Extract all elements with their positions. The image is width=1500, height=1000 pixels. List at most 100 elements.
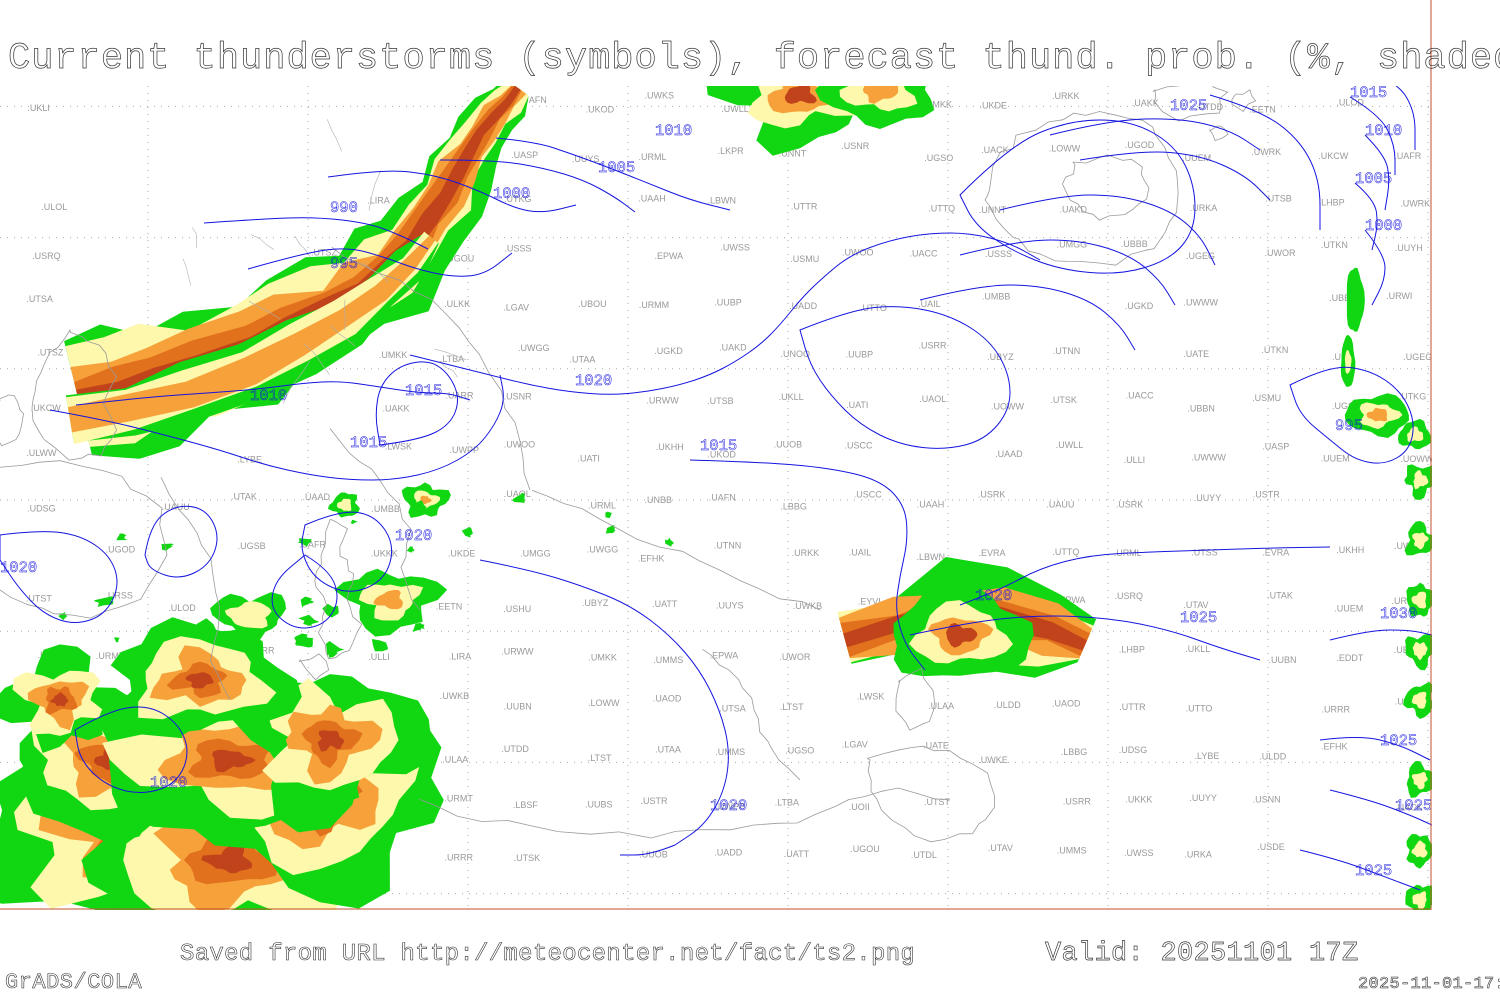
svg-text:.URMT: .URMT xyxy=(444,794,473,804)
svg-text:.UATT: .UATT xyxy=(784,849,810,859)
svg-text:.UWWW: .UWWW xyxy=(1191,453,1226,463)
svg-text:1015: 1015 xyxy=(405,382,442,400)
svg-text:.UKOD: .UKOD xyxy=(586,104,615,114)
svg-text:.USRQ: .USRQ xyxy=(1115,591,1144,601)
svg-text:.UTST: .UTST xyxy=(924,797,951,807)
svg-text:.LBSF: .LBSF xyxy=(513,800,539,810)
svg-text:.UTSS: .UTSS xyxy=(1191,548,1218,558)
svg-text:.UAKD: .UAKD xyxy=(1060,205,1088,215)
svg-text:.ULOD: .ULOD xyxy=(168,603,196,613)
svg-text:.UTNN: .UTNN xyxy=(714,540,742,550)
svg-text:.URKA: .URKA xyxy=(1190,203,1218,213)
svg-text:.USNR: .USNR xyxy=(841,141,870,151)
svg-text:.UGKD: .UGKD xyxy=(654,346,683,356)
svg-text:.UWOO: .UWOO xyxy=(504,440,536,450)
svg-text:.UAIL: .UAIL xyxy=(918,299,941,309)
svg-text:.USHU: .USHU xyxy=(503,604,531,614)
svg-text:1005: 1005 xyxy=(598,159,635,177)
svg-text:995: 995 xyxy=(330,255,358,273)
svg-text:.UAFR: .UAFR xyxy=(1394,151,1422,161)
svg-text:.LTST: .LTST xyxy=(780,702,804,712)
svg-text:.UTTR: .UTTR xyxy=(1119,702,1146,712)
svg-text:.EVRA: .EVRA xyxy=(1262,547,1289,557)
svg-text:.UTTO: .UTTO xyxy=(860,303,887,313)
svg-text:.EETN: .EETN xyxy=(436,602,463,612)
svg-text:.UKDE: .UKDE xyxy=(448,548,476,558)
svg-text:.UOII: .UOII xyxy=(849,802,870,812)
svg-text:.URWW: .URWW xyxy=(646,396,679,406)
svg-text:.USRR: .USRR xyxy=(919,341,948,351)
svg-text:.UWSS: .UWSS xyxy=(720,243,750,253)
svg-text:2025-11-01-17:01: 2025-11-01-17:01 xyxy=(1358,975,1500,994)
svg-text:.UATE: .UATE xyxy=(923,740,949,750)
svg-text:.UUBN: .UUBN xyxy=(504,702,532,712)
svg-text:.UMBB: .UMBB xyxy=(371,504,400,514)
svg-text:.LIRA: .LIRA xyxy=(449,652,472,662)
svg-text:1000: 1000 xyxy=(1365,217,1402,235)
svg-text:1020: 1020 xyxy=(710,797,747,815)
svg-text:.URKA: .URKA xyxy=(1184,850,1212,860)
svg-text:.UAAD: .UAAD xyxy=(303,492,331,502)
svg-text:.UTST: .UTST xyxy=(26,594,53,604)
svg-text:.URWW: .URWW xyxy=(501,647,534,657)
svg-text:.LHBP: .LHBP xyxy=(1119,644,1145,654)
svg-text:.UNBB: .UNBB xyxy=(645,495,673,505)
svg-text:990: 990 xyxy=(330,199,358,217)
svg-text:.UGSO: .UGSO xyxy=(785,746,814,756)
svg-text:.UWGG: .UWGG xyxy=(518,343,550,353)
svg-text:.UAOD: .UAOD xyxy=(653,693,682,703)
svg-text:.UBYZ: .UBYZ xyxy=(582,598,609,608)
svg-text:.UADD: .UADD xyxy=(714,848,743,858)
svg-text:.UTKN: .UTKN xyxy=(1321,240,1348,250)
svg-text:.ULWW: .ULWW xyxy=(26,448,57,458)
svg-text:.USTR: .USTR xyxy=(641,796,669,806)
svg-text:1025: 1025 xyxy=(1395,797,1432,815)
svg-text:.UACK: .UACK xyxy=(981,145,1009,155)
svg-text:1020: 1020 xyxy=(395,527,432,545)
svg-text:.EETN: .EETN xyxy=(1249,105,1276,115)
svg-text:.UUBP: .UUBP xyxy=(714,298,742,308)
svg-text:Current thunderstorms (symbols: Current thunderstorms (symbols), forecas… xyxy=(8,38,1500,80)
svg-text:.UARR: .UARR xyxy=(446,390,475,400)
svg-text:.UTAA: .UTAA xyxy=(570,354,596,364)
svg-text:.ULDD: .ULDD xyxy=(994,700,1022,710)
svg-text:.UAIL: .UAIL xyxy=(849,548,872,558)
svg-text:.UATE: .UATE xyxy=(1183,349,1209,359)
svg-text:.UWOR: .UWOR xyxy=(779,652,810,662)
svg-text:.UUYY: .UUYY xyxy=(1189,793,1217,803)
svg-text:.LHBP: .LHBP xyxy=(1319,197,1345,207)
svg-text:GrADS/COLA: GrADS/COLA xyxy=(5,970,142,995)
svg-text:.UATT: .UATT xyxy=(652,599,678,609)
svg-text:.UUYY: .UUYY xyxy=(1194,493,1222,503)
svg-text:.EFHK: .EFHK xyxy=(638,553,665,563)
svg-text:.UWOR: .UWOR xyxy=(1265,248,1296,258)
svg-text:1005: 1005 xyxy=(1355,170,1392,188)
svg-text:.LYBE: .LYBE xyxy=(1195,751,1220,761)
svg-text:.UKHH: .UKHH xyxy=(1336,545,1364,555)
svg-text:.ULLI: .ULLI xyxy=(368,652,390,662)
svg-text:.UWSS: .UWSS xyxy=(1124,848,1154,858)
svg-text:.UTAV: .UTAV xyxy=(988,843,1013,853)
svg-text:.EPWA: .EPWA xyxy=(655,251,684,261)
svg-text:.UWKS: .UWKS xyxy=(645,91,675,101)
svg-text:.UUBN: .UUBN xyxy=(1269,655,1297,665)
svg-text:.UTSB: .UTSB xyxy=(1265,194,1292,204)
svg-text:.USDE: .USDE xyxy=(1257,842,1285,852)
svg-text:.UGOD: .UGOD xyxy=(106,544,136,554)
svg-text:.UBOU: .UBOU xyxy=(578,299,607,309)
svg-text:.UACC: .UACC xyxy=(1126,390,1155,400)
svg-text:1025: 1025 xyxy=(1180,609,1217,627)
svg-text:.UTDL: .UTDL xyxy=(911,850,937,860)
svg-text:.UUOB: .UUOB xyxy=(774,440,803,450)
svg-text:.UATI: .UATI xyxy=(846,400,868,410)
svg-text:.UDSG: .UDSG xyxy=(27,503,56,513)
svg-text:.UAOL: .UAOL xyxy=(919,394,946,404)
svg-text:.UWWW: .UWWW xyxy=(1184,297,1219,307)
svg-text:1010: 1010 xyxy=(250,387,287,405)
svg-text:.EFHK: .EFHK xyxy=(1321,742,1348,752)
svg-text:.UAUU: .UAUU xyxy=(1046,499,1074,509)
svg-text:.UATI: .UATI xyxy=(578,454,600,464)
svg-text:.UKLL: .UKLL xyxy=(779,392,804,402)
svg-text:.UKLL: .UKLL xyxy=(1185,644,1210,654)
svg-text:.LGAV: .LGAV xyxy=(503,303,529,313)
